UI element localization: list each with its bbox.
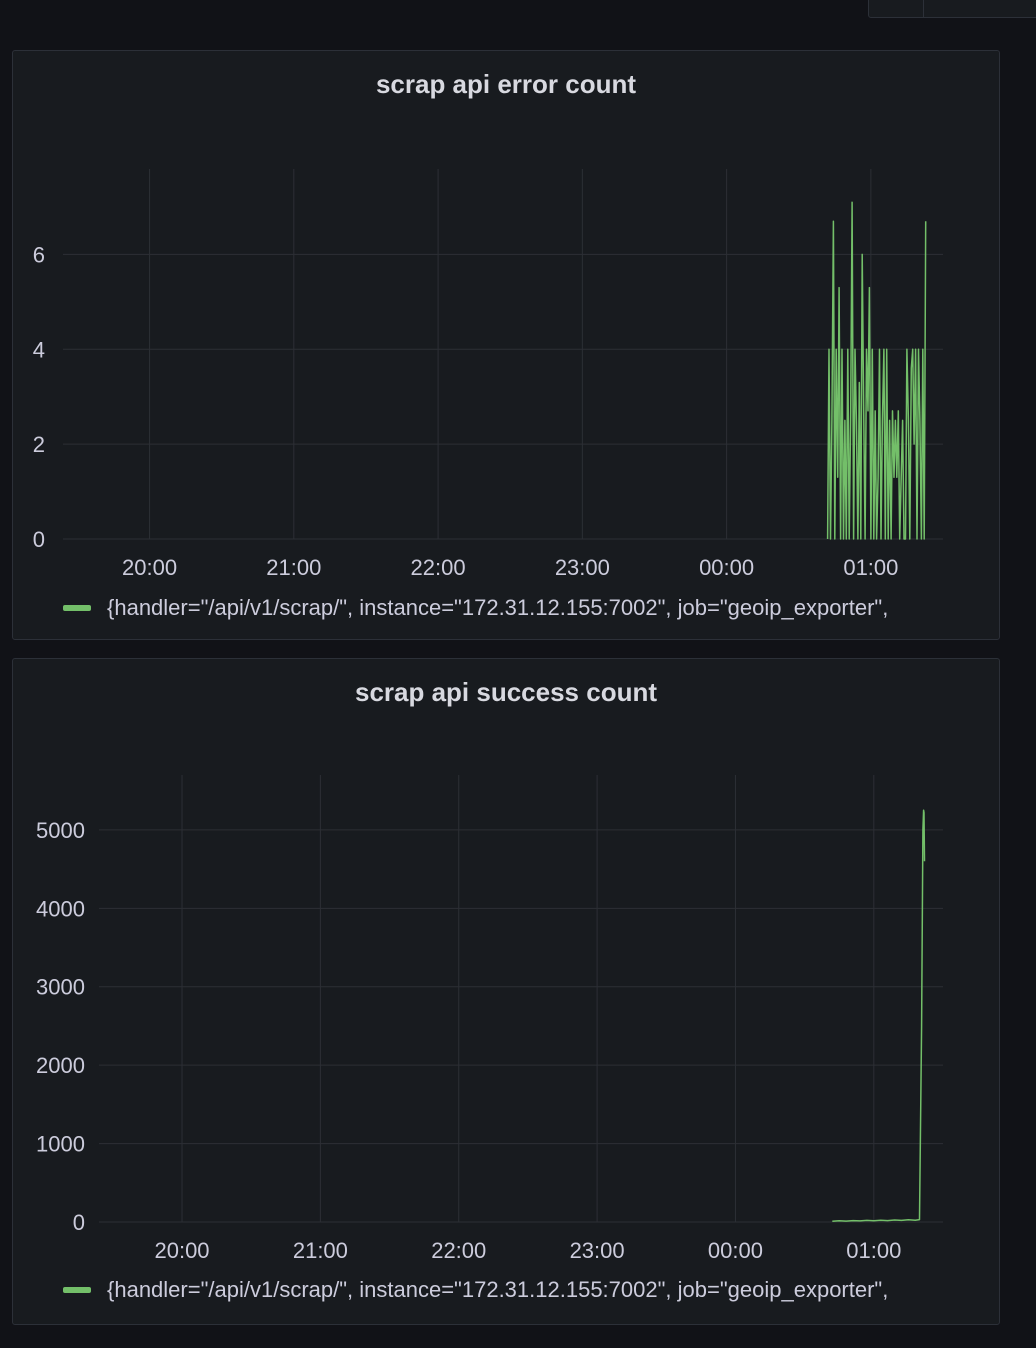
x-tick-label: 01:00	[843, 555, 898, 580]
y-tick-label: 0	[73, 1210, 85, 1235]
series-line	[826, 201, 927, 540]
legend[interactable]: {handler="/api/v1/scrap/", instance="172…	[63, 595, 888, 621]
x-tick-label: 21:00	[293, 1238, 348, 1263]
legend-swatch	[63, 605, 91, 611]
y-tick-label: 5000	[36, 818, 85, 843]
top-toolbar[interactable]	[868, 0, 1036, 18]
x-tick-label: 00:00	[699, 555, 754, 580]
x-tick-label: 00:00	[708, 1238, 763, 1263]
toolbar-separator	[923, 0, 924, 17]
error-count-panel: scrap api error count 0 2 4 6 20:00 21:00 22:0…	[12, 50, 1000, 640]
success-count-panel: scrap api success count 0 1000 2000 3000 400…	[12, 658, 1000, 1325]
panel-title[interactable]: scrap api error count	[375, 69, 637, 99]
x-tick-label: 20:00	[154, 1238, 209, 1263]
x-tick-label: 23:00	[570, 1238, 625, 1263]
success-count-chart: 0 1000 2000 3000 4000 5000 20:00 21:00 22:00 23:0…	[36, 775, 943, 1263]
y-tick-label: 3000	[36, 975, 85, 1000]
y-tick-label: 1000	[36, 1132, 85, 1157]
y-tick-label: 4	[33, 337, 45, 362]
x-tick-label: 21:00	[266, 555, 321, 580]
x-tick-label: 22:00	[411, 555, 466, 580]
panel-title[interactable]: scrap api success count	[354, 677, 658, 707]
y-tick-label: 2000	[36, 1053, 85, 1078]
x-tick-label: 01:00	[846, 1238, 901, 1263]
legend-swatch	[63, 1287, 91, 1293]
y-tick-label: 4000	[36, 896, 85, 921]
x-tick-label: 22:00	[431, 1238, 486, 1263]
x-tick-label: 20:00	[122, 555, 177, 580]
y-tick-label: 2	[33, 432, 45, 457]
legend[interactable]: {handler="/api/v1/scrap/", instance="172…	[63, 1277, 888, 1303]
x-tick-label: 23:00	[555, 555, 610, 580]
series-line	[832, 809, 926, 1222]
legend-label[interactable]: {handler="/api/v1/scrap/", instance="172…	[107, 595, 889, 620]
y-tick-label: 0	[33, 527, 45, 552]
legend-label[interactable]: {handler="/api/v1/scrap/", instance="172…	[107, 1277, 889, 1302]
y-tick-label: 6	[33, 242, 45, 267]
error-count-chart: 0 2 4 6 20:00 21:00 22:00 23:00 00:00 01:00	[33, 169, 943, 580]
